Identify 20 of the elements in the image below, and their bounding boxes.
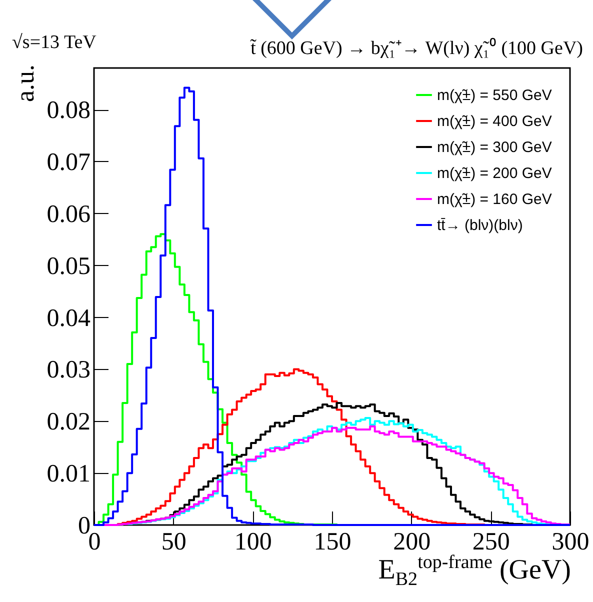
y-tick-label: 0.07 xyxy=(46,148,90,176)
y-tick-label: 0.02 xyxy=(46,408,90,436)
legend-label: tt̄→ (blν)(blν) xyxy=(437,217,523,234)
y-tick-label: 0.03 xyxy=(46,356,90,384)
x-tick-label: 100 xyxy=(234,528,272,556)
legend-label: m(χ̃±) = 400 GeV xyxy=(437,113,552,130)
legend-label: m(χ̃±) = 550 GeV xyxy=(437,87,552,104)
y-axis-title: a.u. xyxy=(10,64,40,102)
y-tick-label: 0.05 xyxy=(46,252,90,280)
chart-subtitle: √s=13 TeV xyxy=(12,32,96,54)
legend-label: m(χ̃±) = 160 GeV xyxy=(437,191,552,208)
legend-label: m(χ̃±) = 200 GeV xyxy=(437,165,552,182)
y-tick-label: 0.06 xyxy=(46,200,90,228)
y-tick-label: 0.04 xyxy=(46,304,91,332)
chart-title: t̃ (600 GeV) → bχ̃₁⁺→ W(lν) χ̃₁⁰ (100 GeV) xyxy=(250,36,583,60)
y-tick-label: 0.08 xyxy=(46,97,90,124)
legend-label: m(χ̃±) = 300 GeV xyxy=(437,139,552,156)
x-tick-label: 50 xyxy=(161,528,186,556)
y-tick-label: 0.01 xyxy=(46,460,90,488)
x-tick-label: 150 xyxy=(314,528,352,556)
